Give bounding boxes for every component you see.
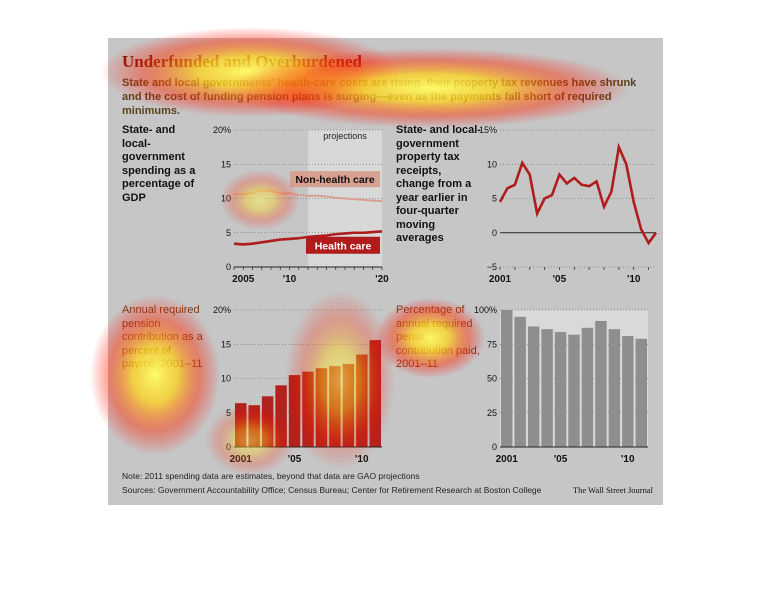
infographic: Underfunded and Overburdened State and l… — [108, 38, 663, 505]
pension-required-y-tick-label: 0 — [226, 442, 231, 452]
pension-paid-bar — [595, 320, 607, 447]
pension-required-chart: 0 5 10 15 20% 2001 '05 '10 — [213, 305, 382, 465]
spending-y-tick-label: 0 — [226, 262, 231, 272]
pension-paid-chart: 0 25 50 75 100% 2001 '05 '10 — [474, 305, 648, 465]
pension-paid-x-tick-label: '05 — [554, 454, 568, 465]
spending-x-tick-label: '20 — [375, 274, 389, 285]
pension-required-bar — [302, 371, 314, 447]
pension-required-y-tick-label: 5 — [226, 408, 231, 418]
pension-paid-bar — [541, 329, 553, 447]
pension-paid-x-tick-label: 2001 — [496, 454, 519, 465]
pension-required-chart-label: Annual required pension contribution as … — [122, 304, 203, 370]
projection-label: projections — [323, 131, 367, 141]
pension-required-y-tick-label: 20% — [213, 305, 231, 315]
property-tax-chart-label: State- and local-government property tax… — [396, 124, 481, 244]
spending-y-tick-label: 5 — [226, 228, 231, 238]
pension-required-bar — [329, 366, 341, 447]
pension-paid-bar — [554, 331, 567, 447]
pension-required-bar — [369, 340, 381, 447]
pension-paid-bar — [501, 310, 513, 447]
spending-y-tick-label: 10 — [221, 194, 231, 204]
page-title: Underfunded and Overburdened — [122, 52, 362, 71]
spending-chart-label: State- and local-government spending as … — [122, 124, 196, 204]
pension-paid-bar — [608, 329, 621, 447]
property-tax-y-tick-label: 10 — [487, 159, 497, 169]
series-label-non-health-care: Non-health care — [295, 174, 375, 186]
series-label-box-health-care — [306, 236, 380, 254]
property-tax-y-tick-label: 5 — [492, 194, 497, 204]
pension-paid-y-tick-label: 50 — [487, 374, 497, 384]
footnote: Note: 2011 spending data are estimates, … — [122, 471, 420, 481]
property-tax-y-tick-label: 15% — [479, 125, 497, 135]
spending-x-tick-label: 2005 — [232, 274, 255, 285]
spending-chart: projections 0 5 10 15 20% Non-health care Healt… — [213, 125, 389, 285]
pension-paid-bar — [581, 327, 594, 447]
property-tax-x-tick-label: '10 — [627, 274, 641, 285]
pension-required-bar — [356, 354, 368, 447]
pension-paid-y-tick-label: 100% — [474, 305, 497, 315]
series-label-health-care: Health care — [315, 240, 372, 252]
pension-paid-bar — [514, 316, 526, 447]
pension-paid-y-tick-label: 75 — [487, 339, 497, 349]
pension-required-bar — [248, 405, 260, 447]
pension-required-bar — [342, 364, 355, 447]
sources-line: Sources: Government Accountability Offic… — [122, 485, 542, 495]
property-tax-x-tick-label: 2001 — [489, 274, 512, 285]
pension-required-bar — [235, 403, 247, 447]
pension-paid-bar — [568, 334, 580, 447]
pension-required-bar — [261, 396, 274, 447]
spending-y-tick-label: 15 — [221, 159, 231, 169]
property-tax-y-tick-label: −5 — [487, 262, 497, 272]
pension-required-x-tick-label: '10 — [355, 454, 369, 465]
pension-paid-y-tick-label: 25 — [487, 408, 497, 418]
property-tax-x-tick-label: '05 — [553, 274, 567, 285]
pension-required-bar — [288, 375, 301, 447]
pension-paid-bar — [622, 336, 634, 447]
property-tax-y-tick-label: 0 — [492, 228, 497, 238]
pension-required-y-tick-label: 10 — [221, 374, 231, 384]
spending-y-tick-label: 20% — [213, 125, 231, 135]
property-tax-chart: −5 0 5 10 15% 2001 '05 '10 — [479, 125, 658, 285]
pension-required-bar — [275, 385, 287, 447]
series-label-box-non-health-care — [290, 171, 380, 188]
spending-x-tick-label: '10 — [283, 274, 297, 285]
pension-required-x-tick-label: 2001 — [230, 454, 253, 465]
pension-required-bar — [315, 368, 328, 447]
pension-paid-bar — [527, 326, 540, 447]
pension-required-y-tick-label: 15 — [221, 339, 231, 349]
pension-required-x-tick-label: '05 — [288, 454, 302, 465]
pension-paid-bar — [635, 338, 647, 447]
pension-paid-x-tick-label: '10 — [621, 454, 635, 465]
property-tax-series-line — [498, 142, 658, 246]
publisher-credit: The Wall Street Journal — [572, 485, 653, 495]
pension-paid-y-tick-label: 0 — [492, 442, 497, 452]
page-subtitle: State and local governments' health-care… — [122, 77, 637, 117]
